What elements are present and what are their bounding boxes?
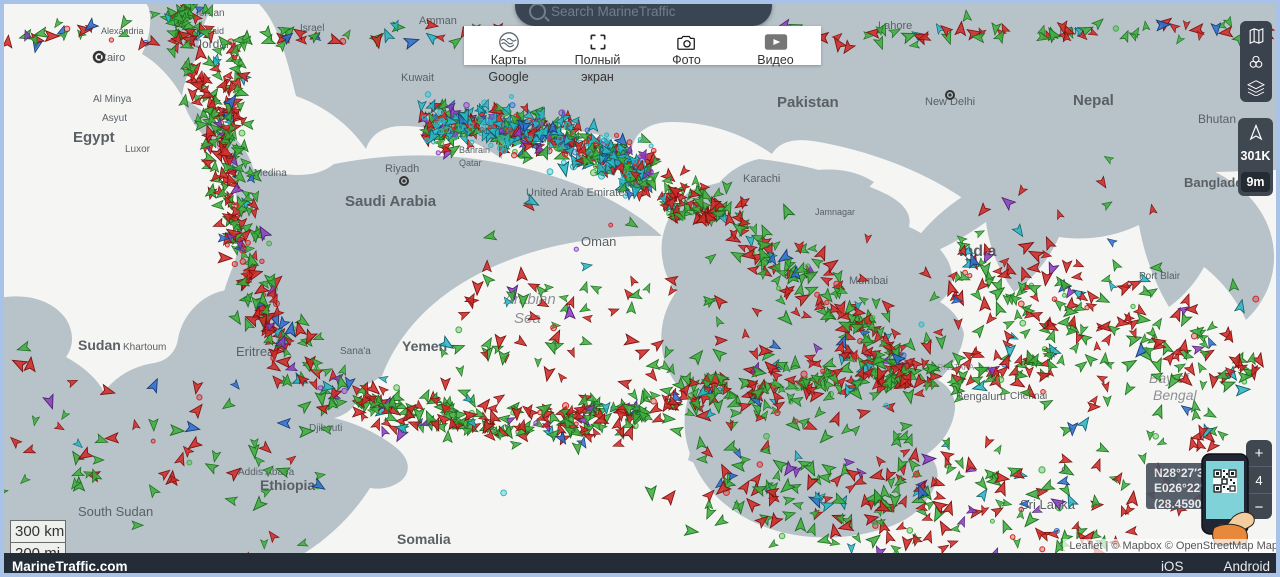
svg-text:Khartoum: Khartoum xyxy=(123,342,166,353)
svg-text:Riyadh: Riyadh xyxy=(385,163,419,175)
svg-text:New Delhi: New Delhi xyxy=(925,96,975,108)
svg-text:Luxor: Luxor xyxy=(125,144,151,155)
svg-text:Pakistan: Pakistan xyxy=(777,94,839,111)
svg-text:Oman: Oman xyxy=(581,234,616,249)
svg-text:Bengal: Bengal xyxy=(1153,387,1197,403)
svg-text:Amman: Amman xyxy=(419,15,457,27)
svg-text:Al Minya: Al Minya xyxy=(93,94,132,105)
svg-text:Bhutan: Bhutan xyxy=(1198,112,1236,126)
svg-text:Karachi: Karachi xyxy=(743,173,780,185)
svg-text:Qatar: Qatar xyxy=(459,158,482,168)
svg-text:Bengaluru: Bengaluru xyxy=(956,391,1006,403)
svg-text:Sudan: Sudan xyxy=(78,337,121,353)
svg-text:Bahrain: Bahrain xyxy=(459,145,490,155)
svg-text:Sana'a: Sana'a xyxy=(340,346,371,357)
svg-text:Somalia: Somalia xyxy=(397,531,451,547)
svg-text:Sri Lanka: Sri Lanka xyxy=(1020,497,1076,512)
svg-text:Nepal: Nepal xyxy=(1073,92,1114,109)
svg-text:Asyut: Asyut xyxy=(102,113,127,124)
svg-text:Saudi Arabia: Saudi Arabia xyxy=(345,193,437,210)
svg-text:Kuwait: Kuwait xyxy=(401,72,434,84)
svg-text:Eritrea: Eritrea xyxy=(236,344,275,359)
svg-text:Egypt: Egypt xyxy=(73,129,115,146)
svg-text:Yemen: Yemen xyxy=(402,338,447,354)
svg-text:Jamnagar: Jamnagar xyxy=(815,207,855,217)
svg-text:South Sudan: South Sudan xyxy=(78,504,153,519)
svg-text:United Arab Emirates: United Arab Emirates xyxy=(526,187,630,199)
